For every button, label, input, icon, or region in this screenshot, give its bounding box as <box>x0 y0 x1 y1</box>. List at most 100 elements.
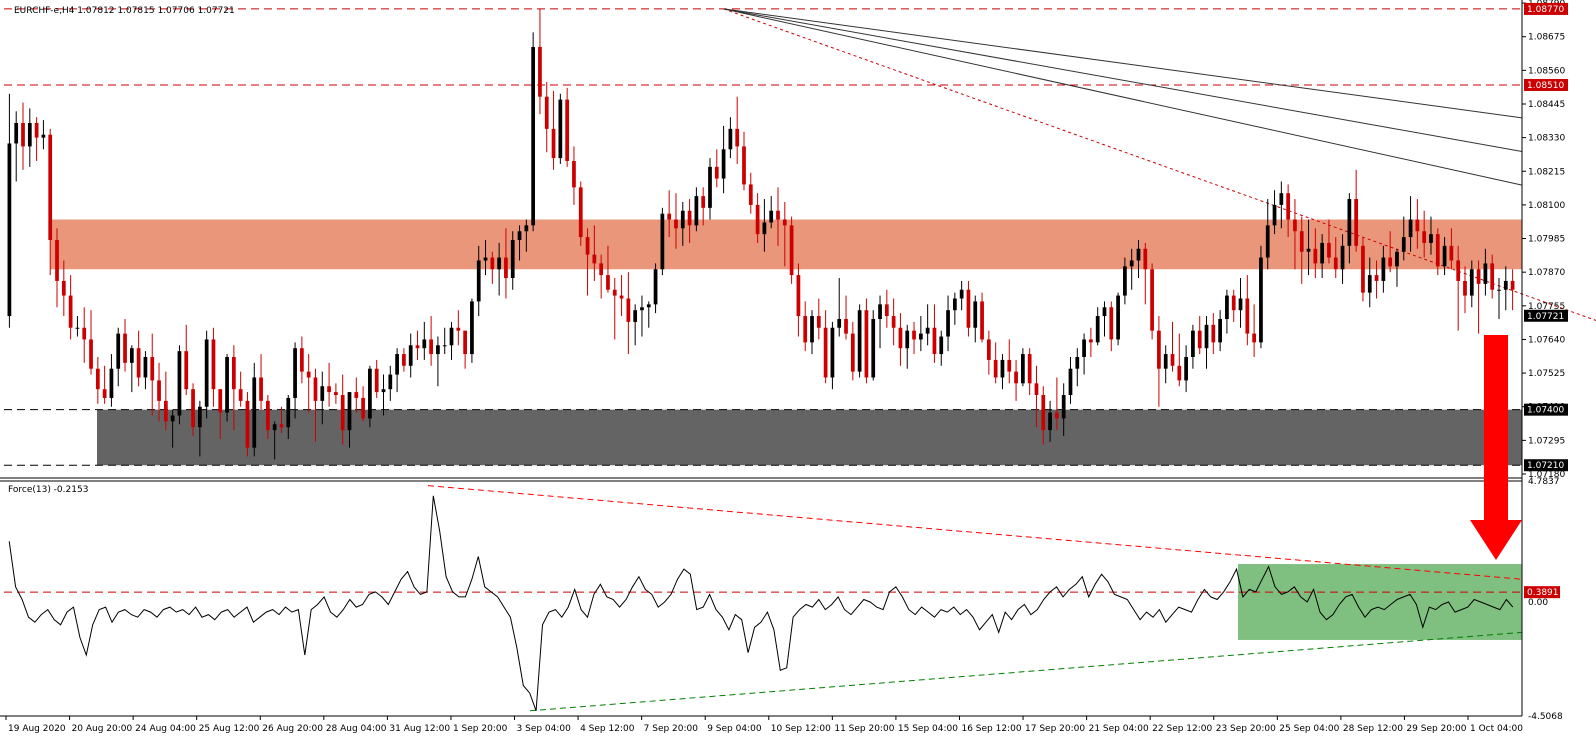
x-tick-label: 25 Sep 04:00 <box>1279 724 1339 734</box>
candle-body <box>966 289 971 328</box>
candle-body <box>1320 242 1325 264</box>
price-tag-bg <box>1524 309 1568 322</box>
candle-body <box>102 389 107 398</box>
candle-body <box>986 339 991 360</box>
candle-body <box>14 123 19 144</box>
force-y-tick-label: -4.5068 <box>1528 712 1563 722</box>
candle-body <box>1361 245 1365 293</box>
candle-body <box>1490 263 1495 290</box>
candle-body <box>1333 257 1338 270</box>
candle-body <box>204 339 209 407</box>
candle-body <box>68 295 73 328</box>
candle-body <box>197 406 202 428</box>
candle-body <box>1089 339 1093 343</box>
bearish-arrow-layer <box>1470 335 1522 560</box>
candle-body <box>1279 193 1284 205</box>
force-y-tick-label: 4.7837 <box>1528 477 1560 487</box>
force-level-tag-label: 0.3891 <box>1527 588 1559 598</box>
candle-body <box>1095 316 1100 343</box>
candle-body <box>1286 193 1291 220</box>
candle-body <box>1306 248 1311 252</box>
candle-body <box>340 395 345 431</box>
candle-body <box>517 231 522 240</box>
candle-body <box>898 327 903 349</box>
candle-body <box>470 301 474 355</box>
x-tick-label: 22 Sep 12:00 <box>1152 724 1212 734</box>
candle-body <box>1048 412 1052 431</box>
candle-body <box>374 368 379 393</box>
candle-body <box>973 301 978 328</box>
candle-body <box>932 327 937 355</box>
candle-body <box>238 389 243 401</box>
candle-body <box>252 377 257 448</box>
candle-body <box>483 257 488 261</box>
candle-body <box>327 386 331 393</box>
candle-body <box>708 166 712 208</box>
candle-body <box>572 161 576 188</box>
candle-body <box>442 345 447 347</box>
candle-body <box>408 345 413 366</box>
force-header: Force(13) -0.2153 <box>8 485 88 495</box>
candle-body <box>123 333 127 363</box>
y-tick-label: 1.07295 <box>1528 436 1565 446</box>
candle-body <box>361 397 365 419</box>
candle-body <box>1367 275 1372 293</box>
candle-body <box>612 289 617 296</box>
candle-body <box>497 257 502 270</box>
candle-body <box>599 263 604 276</box>
candle-body <box>1116 295 1120 340</box>
candle-body <box>1422 231 1427 243</box>
candle-body <box>1075 357 1080 369</box>
symbol-header: EURCHF-e,H4 1.07812 1.07815 1.07706 1.07… <box>14 6 235 16</box>
candle-body <box>844 318 848 334</box>
candle-body <box>143 357 148 378</box>
candle-body <box>75 327 80 329</box>
candle-body <box>1177 365 1182 381</box>
x-tick-label: 20 Aug 20:00 <box>72 724 133 734</box>
candle-body <box>1225 295 1229 319</box>
axes-layer: 1.087901.086751.085601.084451.083301.082… <box>0 0 1568 734</box>
candle-body <box>1136 248 1141 261</box>
candle-body <box>776 210 780 220</box>
candle-body <box>578 187 583 238</box>
candle-body <box>1456 260 1461 281</box>
candle-body <box>109 368 114 398</box>
candle-body <box>946 310 950 337</box>
candle-body <box>422 339 427 349</box>
force-line <box>8 495 1514 711</box>
candle-body <box>415 345 420 349</box>
x-tick-label: 25 Aug 12:00 <box>199 724 260 734</box>
candle-body <box>150 357 155 381</box>
candle-body <box>136 348 141 378</box>
candle-body <box>313 377 318 401</box>
candle-body <box>1435 234 1440 267</box>
force-resistance-trendline <box>427 485 1523 580</box>
candle-body <box>1143 248 1148 270</box>
horizontal-levels-layer <box>4 8 1522 466</box>
candle-body <box>619 295 624 299</box>
candle-body <box>463 330 467 355</box>
price-tag-label: 1.07210 <box>1527 461 1564 471</box>
candle-body <box>674 219 678 229</box>
candle-body <box>21 123 25 147</box>
candle-body <box>789 225 794 276</box>
candle-body <box>1218 318 1222 343</box>
price-tag-label: 1.07721 <box>1527 312 1564 322</box>
x-tick-label: 11 Sep 20:00 <box>834 724 894 734</box>
candle-body <box>129 348 134 363</box>
candle-body <box>714 166 719 179</box>
fan-line <box>723 8 1523 186</box>
y-tick-label: 1.08330 <box>1528 134 1565 144</box>
candle-body <box>306 371 311 378</box>
y-tick-label: 1.07755 <box>1528 302 1565 312</box>
candle-body <box>1442 245 1447 267</box>
candle-body <box>646 304 651 308</box>
candle-body <box>286 397 291 428</box>
y-tick-label: 1.07180 <box>1528 470 1565 480</box>
candle-body <box>218 389 223 413</box>
candle-body <box>748 184 753 205</box>
candle-body <box>823 327 828 378</box>
resistance-zone-layer <box>50 219 1522 270</box>
candle-body <box>925 327 930 334</box>
candle-body <box>667 213 672 220</box>
